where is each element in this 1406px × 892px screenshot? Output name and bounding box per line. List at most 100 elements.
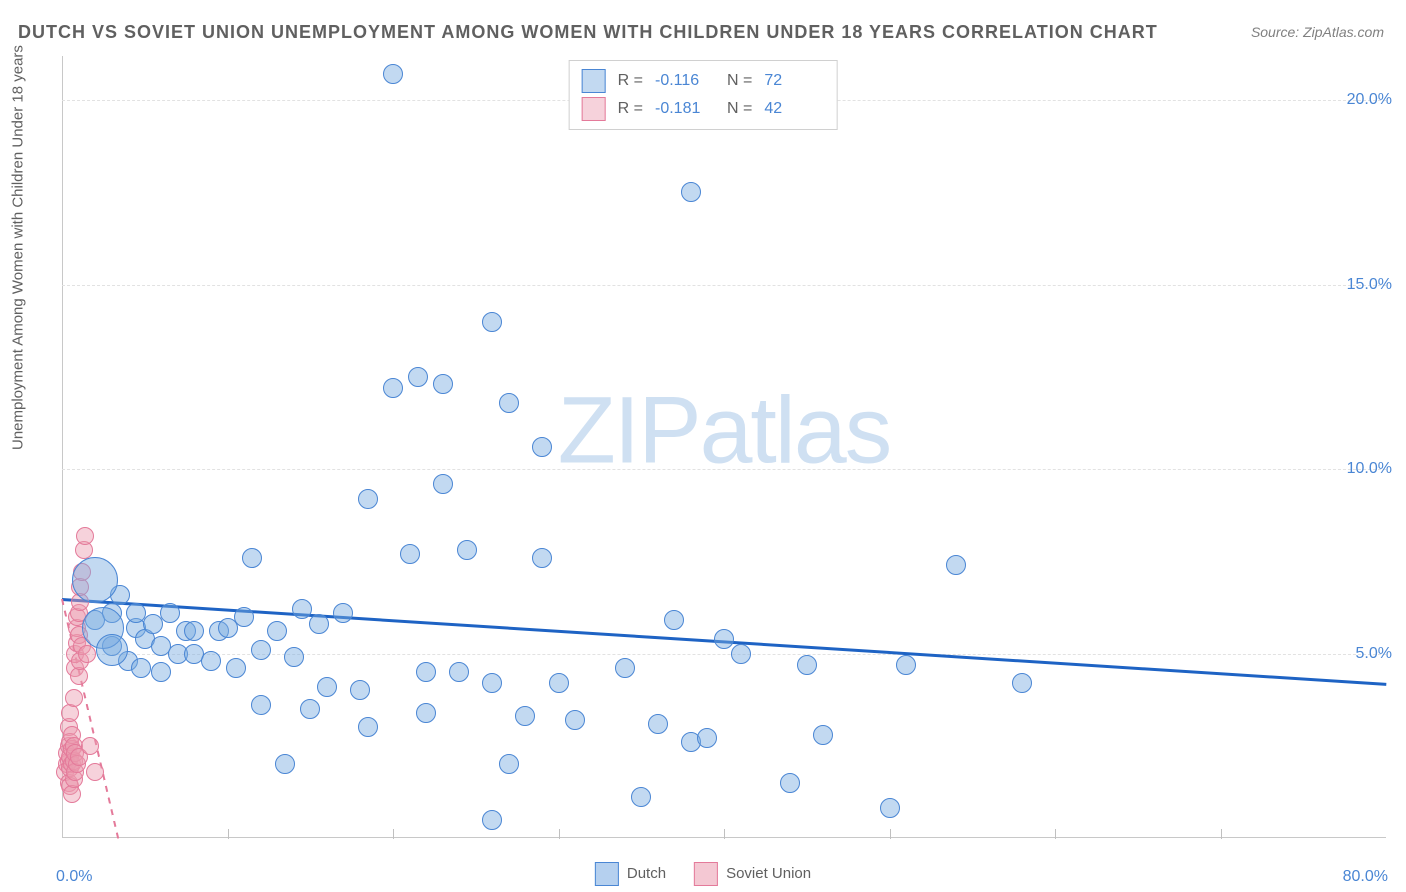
x-tick [890,829,891,839]
chart-title: DUTCH VS SOVIET UNION UNEMPLOYMENT AMONG… [18,22,1158,43]
scatter-point [317,677,337,697]
scatter-point [275,754,295,774]
scatter-point [648,714,668,734]
legend-swatch [582,69,606,93]
scatter-point [515,706,535,726]
scatter-point [267,621,287,641]
stats-n-label: N = [727,72,752,90]
stats-row: R = -0.181N = 42 [582,95,825,123]
scatter-point [681,182,701,202]
scatter-point [697,728,717,748]
scatter-point [433,474,453,494]
y-tick-label: 5.0% [1356,645,1392,663]
gridline-h [62,285,1386,286]
scatter-point [65,689,83,707]
scatter-point [946,555,966,575]
stats-r-label: R = [618,72,643,90]
stats-legend-box: R = -0.116 N = 72R = -0.181 N = 42 [569,60,838,130]
y-axis-label: Unemployment Among Women with Children U… [10,45,27,450]
scatter-point [251,695,271,715]
x-tick [393,829,394,839]
scatter-point [76,527,94,545]
scatter-point [449,662,469,682]
stats-n-value: 72 [764,72,824,90]
scatter-point [383,378,403,398]
legend-bottom: Dutch Soviet Union [595,862,811,886]
scatter-point [358,489,378,509]
legend-swatch [694,862,718,886]
scatter-point [549,673,569,693]
stats-r-value: -0.181 [655,100,715,118]
scatter-point [383,64,403,84]
watermark-thin: atlas [700,378,891,484]
legend-label: Dutch [627,865,666,882]
legend-swatch [582,97,606,121]
scatter-point [333,603,353,623]
x-tick [724,829,725,839]
scatter-point [896,655,916,675]
scatter-point [433,374,453,394]
scatter-point [416,703,436,723]
scatter-point [226,658,246,678]
stats-n-value: 42 [764,100,824,118]
scatter-point [631,787,651,807]
legend-item: Dutch [595,862,666,886]
scatter-point [499,754,519,774]
y-tick-label: 10.0% [1347,460,1392,478]
scatter-point [201,651,221,671]
scatter-point [300,699,320,719]
scatter-point [131,658,151,678]
scatter-point [160,603,180,623]
scatter-point [499,393,519,413]
scatter-point [416,662,436,682]
scatter-point [664,610,684,630]
scatter-point [780,773,800,793]
scatter-point [408,367,428,387]
y-tick-label: 15.0% [1347,276,1392,294]
scatter-point [292,599,312,619]
scatter-point [81,737,99,755]
scatter-point [251,640,271,660]
x-tick [1055,829,1056,839]
scatter-point [1012,673,1032,693]
x-tick [228,829,229,839]
scatter-point [234,607,254,627]
source-label: Source: ZipAtlas.com [1251,24,1384,40]
scatter-point [400,544,420,564]
scatter-point [714,629,734,649]
scatter-point [86,763,104,781]
scatter-point [284,647,304,667]
stats-row: R = -0.116 N = 72 [582,67,825,95]
stats-r-value: -0.116 [655,72,715,90]
scatter-point [813,725,833,745]
scatter-point [565,710,585,730]
scatter-point-large [96,634,128,666]
scatter-point [184,621,204,641]
scatter-point [880,798,900,818]
x-axis-min-label: 0.0% [56,868,92,886]
gridline-h [62,469,1386,470]
scatter-point [482,673,502,693]
plot-area: ZIPatlas [62,56,1386,838]
scatter-point [242,548,262,568]
y-tick-label: 20.0% [1347,91,1392,109]
stats-n-label: N = [727,100,752,118]
scatter-point [457,540,477,560]
scatter-point [731,644,751,664]
scatter-point [532,437,552,457]
legend-swatch [595,862,619,886]
x-tick [559,829,560,839]
scatter-point [309,614,329,634]
scatter-point-large [72,557,118,603]
scatter-point [358,717,378,737]
legend-item: Soviet Union [694,862,811,886]
scatter-point [482,810,502,830]
scatter-point [350,680,370,700]
watermark-bold: ZIP [558,378,700,484]
scatter-point [78,645,96,663]
scatter-point [797,655,817,675]
scatter-point [615,658,635,678]
legend-label: Soviet Union [726,865,811,882]
x-tick [1221,829,1222,839]
scatter-point [151,662,171,682]
